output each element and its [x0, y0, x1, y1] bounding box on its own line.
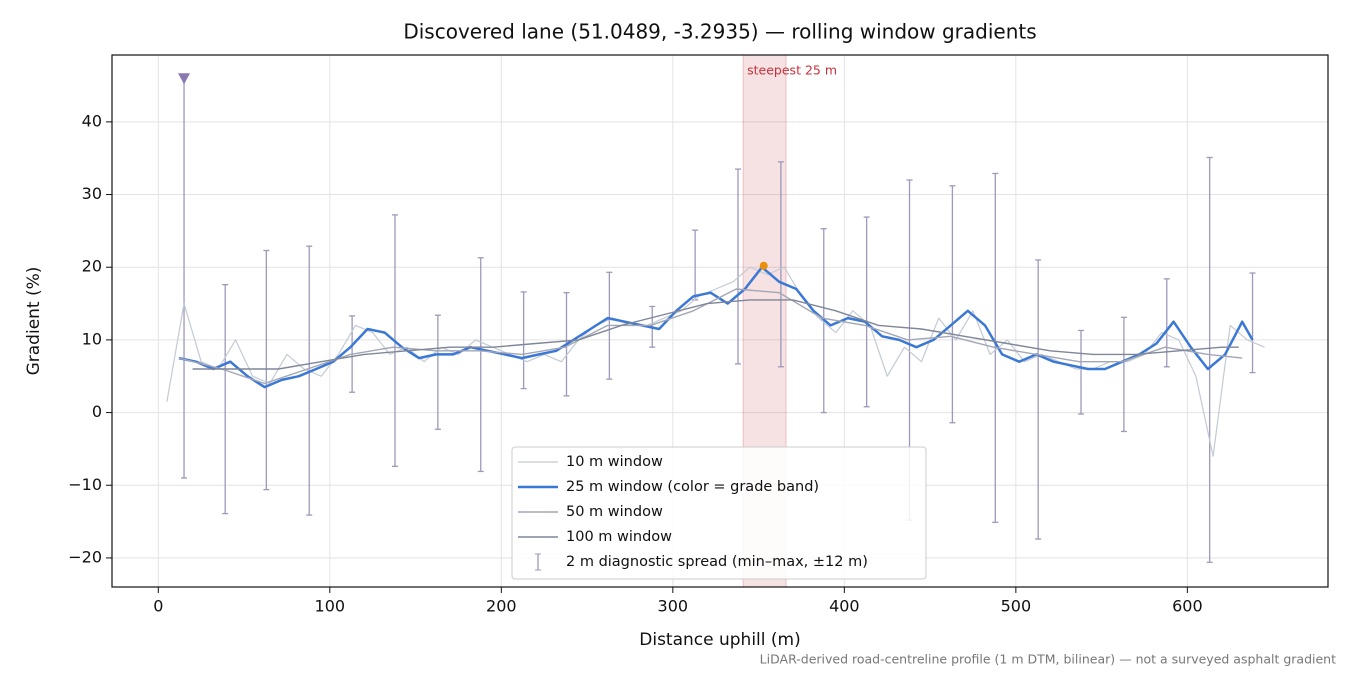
x-axis-label: Distance uphill (m): [639, 630, 800, 650]
error-bar: [222, 284, 229, 515]
chart-title: Discovered lane (51.0489, -3.2935) — rol…: [403, 20, 1036, 44]
y-axis-label: Gradient (%): [24, 267, 44, 376]
legend-label: 2 m diagnostic spread (min–max, ±12 m): [566, 554, 868, 570]
steepest-label: steepest 25 m: [747, 63, 837, 78]
error-bar: [863, 216, 870, 408]
series-line: [166, 266, 1265, 457]
x-tick-label: 0: [153, 597, 163, 616]
x-tick-label: 200: [486, 597, 517, 616]
x-tick-label: 100: [315, 597, 346, 616]
legend-label: 50 m window: [566, 504, 663, 520]
error-bar: [263, 249, 270, 491]
y-tick-label: 40: [82, 111, 102, 130]
x-tick-label: 400: [829, 597, 860, 616]
error-bar: [777, 161, 784, 368]
plot-frame: [111, 54, 1329, 588]
y-tick-label: 10: [82, 329, 102, 348]
steepest-peak: [759, 261, 768, 270]
y-tick-label: −10: [68, 475, 102, 494]
y-tick-label: 20: [82, 257, 102, 276]
legend-box: [511, 446, 927, 580]
error-bar: [434, 314, 441, 430]
error-bar: [1120, 316, 1127, 433]
error-bar: [520, 291, 527, 390]
y-tick-label: 30: [82, 184, 102, 203]
y-tick-label: −20: [68, 547, 102, 566]
error-bar: [1249, 272, 1256, 374]
footnote: LiDAR-derived road-centreline profile (1…: [760, 652, 1336, 667]
error-bar: [306, 245, 313, 516]
legend-label: 10 m window: [566, 454, 663, 470]
x-tick-label: 600: [1172, 597, 1203, 616]
error-bar: [735, 168, 742, 365]
x-tick-label: 300: [658, 597, 689, 616]
legend-label: 25 m window (color = grade band): [566, 479, 819, 495]
series-line: [192, 299, 1239, 370]
series-line: [178, 288, 1243, 385]
error-bar: [1078, 329, 1085, 415]
legend-label: 100 m window: [566, 529, 672, 545]
error-bar: [477, 257, 484, 473]
y-tick-label: 0: [92, 402, 102, 421]
x-tick-label: 500: [1001, 597, 1032, 616]
clip-marker: [178, 73, 191, 85]
error-bar: [1035, 259, 1042, 540]
error-bar: [949, 185, 956, 424]
error-bar: [1206, 156, 1213, 563]
